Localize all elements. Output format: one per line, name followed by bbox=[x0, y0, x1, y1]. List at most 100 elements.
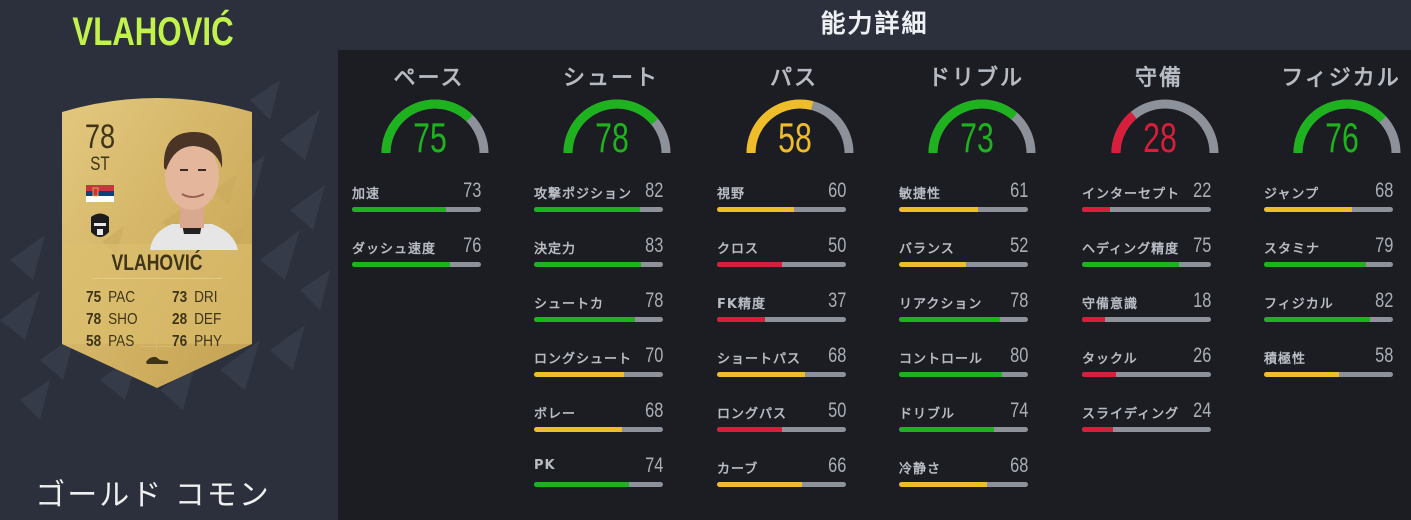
card-stats-divider bbox=[156, 289, 157, 351]
gauge-chart bbox=[1293, 99, 1401, 154]
stat-row: カーブ 66 bbox=[717, 454, 846, 498]
stat-label: FK精度 bbox=[717, 297, 766, 312]
stat-label: クロス bbox=[717, 242, 760, 257]
category-column: フィジカル 76 ジャンプ 68 スタミナ 79 フィジカル 82 積極性 58 bbox=[1250, 50, 1411, 520]
stat-value: 61 bbox=[1009, 179, 1028, 202]
stat-progress-bar bbox=[534, 427, 663, 432]
stat-row: 積極性 58 bbox=[1264, 344, 1393, 388]
stat-progress-bar bbox=[352, 207, 481, 212]
stat-progress-bar bbox=[899, 262, 1028, 267]
page-title: 能力詳細 bbox=[820, 9, 929, 38]
stat-progress-fill bbox=[899, 262, 967, 267]
category-rating: 28 bbox=[1143, 114, 1177, 161]
stat-progress-bar bbox=[717, 427, 846, 432]
stat-row: 視野 60 bbox=[717, 179, 846, 223]
stat-label: ヘディング精度 bbox=[1082, 242, 1180, 257]
player-card[interactable]: 78 ST VLAHOVIĆ 75 PAC 78 SHO 58 PAS bbox=[62, 92, 252, 390]
stat-value: 26 bbox=[1192, 344, 1211, 367]
stat-progress-fill bbox=[534, 372, 625, 377]
stat-row: ボレー 68 bbox=[534, 399, 663, 443]
stat-progress-bar bbox=[352, 262, 481, 267]
stat-row: 決定力 83 bbox=[534, 234, 663, 278]
category-rating: 58 bbox=[778, 114, 812, 161]
stat-label: ロングシュート bbox=[534, 352, 633, 367]
stat-row: シュートカ 78 bbox=[534, 289, 663, 333]
card-position: ST bbox=[90, 154, 110, 175]
stat-progress-bar bbox=[899, 317, 1028, 322]
stat-progress-fill bbox=[352, 207, 447, 212]
stat-label: ボレー bbox=[534, 407, 577, 422]
stat-row: PK 74 bbox=[534, 454, 663, 498]
player-card-panel: VLAHOVIĆ 78 ST bbox=[0, 0, 338, 520]
serbia-flag-icon bbox=[86, 185, 114, 202]
card-rating: 78 bbox=[84, 118, 116, 156]
stat-row: 敏捷性 61 bbox=[899, 179, 1028, 223]
stat-value: 37 bbox=[827, 289, 846, 312]
category-title: シュート bbox=[562, 66, 659, 91]
stat-row: FK精度 37 bbox=[717, 289, 846, 333]
stat-label: シュートカ bbox=[534, 297, 605, 312]
stat-value: 24 bbox=[1192, 399, 1211, 422]
stat-progress-fill bbox=[1082, 427, 1113, 432]
stat-row: ジャンプ 68 bbox=[1264, 179, 1393, 223]
card-divider bbox=[88, 180, 112, 181]
category-title: 守備 bbox=[1134, 66, 1183, 91]
stat-progress-fill bbox=[717, 482, 803, 487]
stat-row: リアクション 78 bbox=[899, 289, 1028, 333]
player-photo bbox=[150, 132, 238, 250]
stat-value: 60 bbox=[827, 179, 846, 202]
category-column: パス 58 視野 60 クロス 50 FK精度 37 ショートパス 68 ロングパス 50 カーブ 66 bbox=[703, 50, 885, 520]
category-column: ドリブル 73 敏捷性 61 バランス 52 リアクション 78 コントロール 80 ドリブル 74 冷… bbox=[885, 50, 1067, 520]
stat-label: 敏捷性 bbox=[899, 187, 942, 202]
stat-row: ダッシュ速度 76 bbox=[352, 234, 481, 278]
stat-label: ドリブル bbox=[899, 407, 956, 422]
stat-row: タックル 26 bbox=[1082, 344, 1211, 388]
stat-progress-bar bbox=[1082, 317, 1211, 322]
stat-progress-fill bbox=[534, 207, 640, 212]
stat-value: 80 bbox=[1009, 344, 1028, 367]
card-player-name: VLAHOVIĆ bbox=[111, 250, 203, 275]
stat-progress-bar bbox=[899, 482, 1028, 487]
stat-label: スタミナ bbox=[1264, 242, 1321, 257]
stat-label: タックル bbox=[1082, 352, 1138, 367]
stat-row: クロス 50 bbox=[717, 234, 846, 278]
stat-row: 加速 73 bbox=[352, 179, 481, 223]
stat-label: インターセプト bbox=[1082, 187, 1181, 202]
stat-label: 冷静さ bbox=[899, 462, 942, 477]
stat-progress-fill bbox=[1264, 317, 1370, 322]
stat-progress-bar bbox=[1264, 372, 1393, 377]
stat-value: 68 bbox=[644, 399, 663, 422]
stat-row: スタミナ 79 bbox=[1264, 234, 1393, 278]
stat-progress-fill bbox=[717, 427, 782, 432]
category-column: 守備 28 インターセプト 22 ヘディング精度 75 守備意識 18 タックル 26 スライディン… bbox=[1068, 50, 1250, 520]
stat-progress-fill bbox=[899, 372, 1003, 377]
stat-label: 積極性 bbox=[1264, 352, 1307, 367]
stat-row: ロングシュート 70 bbox=[534, 344, 663, 388]
gauge-chart bbox=[928, 99, 1036, 154]
player-name-title: VLAHOVIĆ bbox=[72, 10, 234, 54]
stat-label: カーブ bbox=[717, 462, 759, 477]
stat-row: バランス 52 bbox=[899, 234, 1028, 278]
stat-label: コントロール bbox=[899, 352, 984, 367]
stat-value: 82 bbox=[1374, 289, 1393, 312]
stat-row: ヘディング精度 75 bbox=[1082, 234, 1211, 278]
stat-row: インターセプト 22 bbox=[1082, 179, 1211, 223]
category-title: ドリブル bbox=[927, 66, 1024, 91]
stat-progress-bar bbox=[1264, 317, 1393, 322]
category-column: ペース 75 加速 73 ダッシュ速度 76 bbox=[338, 50, 520, 520]
stat-progress-fill bbox=[1264, 262, 1366, 267]
stat-progress-fill bbox=[717, 317, 765, 322]
stat-label: フィジカル bbox=[1264, 297, 1334, 312]
stat-row: 冷静さ 68 bbox=[899, 454, 1028, 498]
boot-icon bbox=[146, 356, 169, 364]
stat-progress-fill bbox=[717, 372, 805, 377]
stat-label: ダッシュ速度 bbox=[352, 242, 437, 257]
card-stat-pas: 58 PAS bbox=[86, 333, 135, 350]
stat-progress-fill bbox=[899, 317, 1000, 322]
stat-progress-fill bbox=[899, 427, 995, 432]
stat-value: 22 bbox=[1192, 179, 1211, 202]
card-divider bbox=[142, 346, 172, 347]
gauge-chart bbox=[1111, 99, 1219, 154]
card-divider bbox=[88, 207, 112, 208]
stat-progress-bar bbox=[534, 372, 663, 377]
